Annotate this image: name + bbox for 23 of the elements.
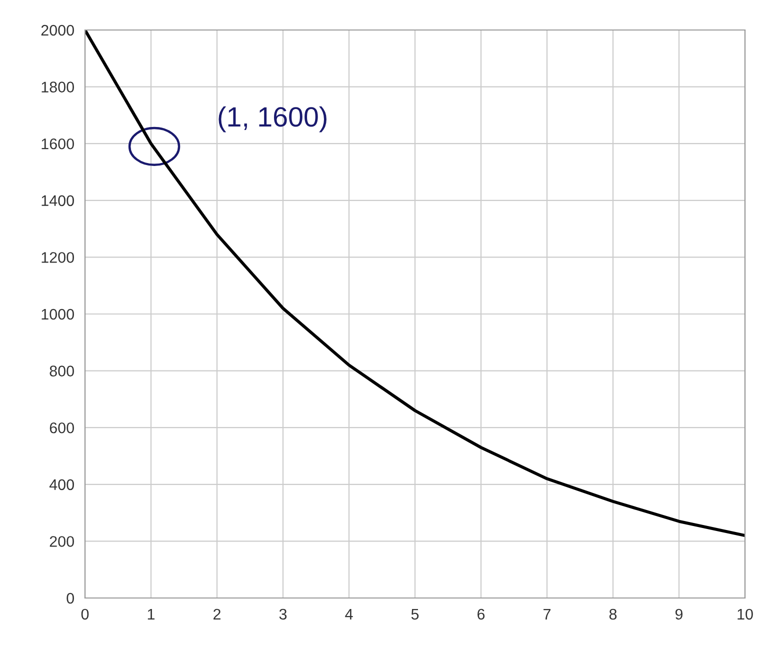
y-tick-label: 800 xyxy=(50,366,74,376)
x-tick-label: 7 xyxy=(544,608,550,620)
y-tick-label: 1000 xyxy=(42,308,74,320)
annotation: (1, 1600) xyxy=(218,106,326,132)
x-tick-label: 10 xyxy=(738,608,753,620)
y-tick-label: 0 xyxy=(66,592,74,604)
y-tick-label: 1800 xyxy=(42,82,74,92)
x-tick-label: 8 xyxy=(609,608,617,620)
y-tick-label: 2000 xyxy=(41,24,74,36)
x-tick-label: 2 xyxy=(214,608,220,620)
x-tick-label: 6 xyxy=(478,608,485,620)
y-tick-label: 1600 xyxy=(42,138,74,150)
y-tick-label: 1400 xyxy=(42,195,74,206)
x-tick-label: 0 xyxy=(81,608,89,620)
y-tick-label: 1200 xyxy=(42,252,74,263)
x-tick-label: 9 xyxy=(675,608,683,620)
y-tick-label: 400 xyxy=(49,479,74,490)
y-tick-label: 600 xyxy=(50,422,74,434)
x-tick-label: 3 xyxy=(279,608,287,620)
y-tick-label: 200 xyxy=(50,536,74,547)
x-tick-label: 5 xyxy=(411,608,419,620)
x-tick-label: 4 xyxy=(345,608,353,620)
x-tick-label: 1 xyxy=(148,608,155,620)
